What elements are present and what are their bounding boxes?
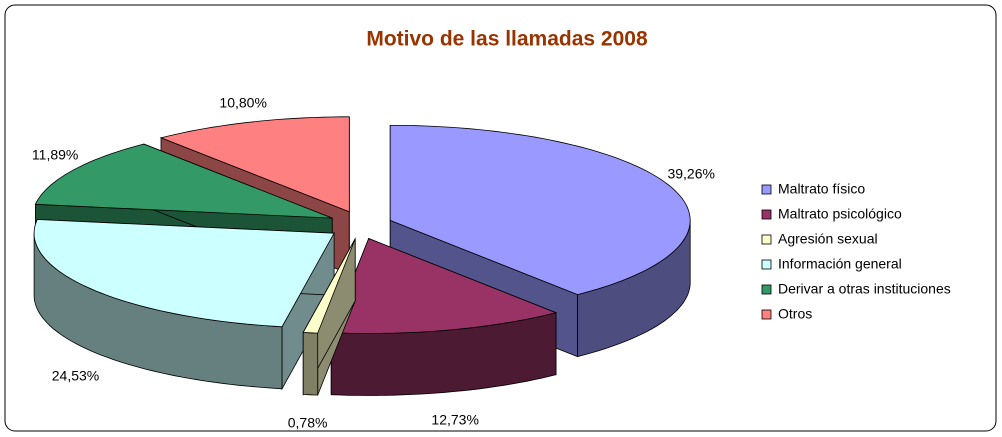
pie-slice (330, 237, 558, 396)
slice-top (34, 143, 333, 219)
data-label: 0,78% (288, 414, 328, 430)
slice-top (302, 238, 356, 334)
pie-slice (302, 237, 356, 396)
legend-swatch (761, 259, 772, 270)
legend-swatch (761, 309, 772, 320)
slice-top (159, 116, 350, 213)
legend-label: Información general (778, 256, 902, 272)
data-label: 12,73% (431, 411, 478, 427)
chart-title: Motivo de las llamadas 2008 (366, 28, 648, 51)
data-label: 11,89% (32, 146, 78, 162)
slice-side (302, 331, 319, 396)
legend-swatch (761, 284, 772, 295)
slice-top (330, 237, 558, 334)
data-label: 24,53% (52, 368, 99, 384)
slice-top (33, 219, 335, 328)
slice-top (389, 125, 691, 296)
data-label: 10,80% (219, 94, 266, 110)
legend-label: Derivar a otras instituciones (778, 281, 951, 297)
legend-label: Maltrato psicológico (778, 206, 902, 222)
legend-label: Maltrato físico (778, 181, 865, 197)
legend-label: Agresión sexual (778, 231, 878, 247)
pie-slice (33, 219, 335, 391)
legend-swatch (761, 234, 772, 245)
legend-swatch (761, 209, 772, 220)
legend-swatch (761, 184, 772, 195)
data-label: 39,26% (667, 165, 714, 181)
legend-label: Otros (778, 306, 812, 322)
